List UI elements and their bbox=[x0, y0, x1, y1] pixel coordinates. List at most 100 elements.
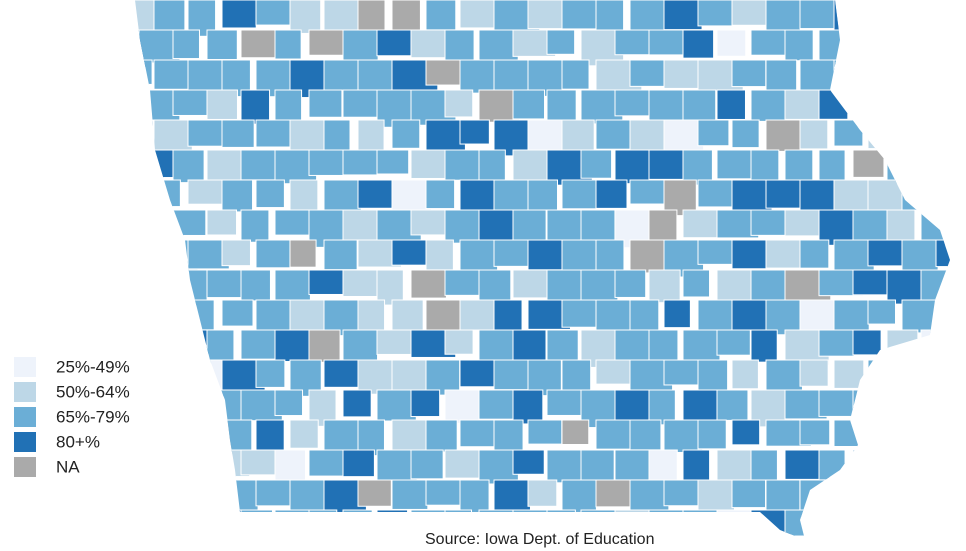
district bbox=[241, 270, 270, 301]
district bbox=[649, 150, 683, 179]
district bbox=[445, 210, 484, 243]
district bbox=[717, 390, 748, 420]
district bbox=[105, 150, 144, 179]
district bbox=[936, 420, 966, 444]
district bbox=[615, 390, 651, 424]
district bbox=[377, 150, 409, 174]
district bbox=[921, 450, 954, 481]
district bbox=[902, 0, 933, 34]
district bbox=[241, 510, 272, 539]
district bbox=[649, 30, 685, 55]
district bbox=[800, 480, 846, 517]
district bbox=[105, 210, 136, 236]
page: {"legend": {"items": [ {"label": "25%-49… bbox=[0, 0, 966, 551]
district bbox=[528, 180, 558, 213]
district bbox=[528, 240, 564, 270]
district bbox=[222, 240, 250, 266]
district bbox=[392, 180, 431, 214]
district bbox=[426, 180, 455, 209]
district bbox=[290, 240, 316, 267]
legend-swatch bbox=[14, 432, 36, 452]
district bbox=[207, 510, 247, 545]
district bbox=[800, 420, 830, 445]
district bbox=[766, 120, 803, 151]
district bbox=[222, 300, 253, 326]
district bbox=[479, 390, 515, 419]
district bbox=[853, 390, 879, 425]
district bbox=[139, 270, 167, 305]
district bbox=[887, 30, 927, 63]
legend-swatch bbox=[14, 382, 36, 402]
district bbox=[392, 300, 423, 334]
district bbox=[630, 300, 659, 335]
district bbox=[819, 30, 845, 65]
district bbox=[120, 480, 154, 514]
district bbox=[683, 510, 719, 545]
district bbox=[460, 120, 489, 144]
district bbox=[445, 90, 473, 117]
source-note: Source: Iowa Dept. of Education bbox=[425, 531, 654, 548]
district bbox=[188, 420, 233, 454]
district bbox=[887, 210, 915, 244]
district bbox=[853, 450, 892, 481]
legend-swatch bbox=[14, 457, 36, 477]
district bbox=[358, 120, 384, 153]
district bbox=[460, 240, 498, 273]
district bbox=[732, 60, 766, 87]
district bbox=[664, 360, 702, 385]
district bbox=[562, 60, 589, 89]
district bbox=[751, 150, 779, 180]
district bbox=[596, 240, 624, 274]
district bbox=[902, 420, 948, 454]
district bbox=[256, 360, 285, 387]
district bbox=[683, 90, 716, 122]
district bbox=[766, 240, 803, 268]
district bbox=[377, 510, 408, 536]
district bbox=[800, 240, 829, 268]
district bbox=[921, 30, 954, 55]
district bbox=[154, 0, 185, 30]
district bbox=[173, 150, 204, 183]
district bbox=[241, 90, 270, 124]
district bbox=[955, 210, 966, 237]
district bbox=[887, 330, 918, 367]
district bbox=[426, 60, 461, 85]
district bbox=[955, 30, 966, 55]
district bbox=[426, 240, 453, 270]
district bbox=[955, 150, 966, 174]
district bbox=[834, 120, 863, 146]
district bbox=[275, 90, 302, 122]
district bbox=[324, 240, 357, 270]
district bbox=[120, 60, 152, 84]
district bbox=[343, 390, 371, 417]
district bbox=[324, 180, 361, 214]
district bbox=[290, 420, 318, 448]
district bbox=[853, 330, 881, 355]
legend-label: 65%-79% bbox=[56, 407, 130, 426]
district bbox=[732, 420, 760, 445]
district bbox=[581, 270, 618, 303]
district bbox=[460, 480, 489, 513]
district bbox=[785, 30, 813, 61]
district bbox=[887, 390, 914, 423]
district bbox=[154, 360, 182, 391]
legend-label: 80+% bbox=[56, 432, 100, 451]
district bbox=[426, 420, 457, 452]
district bbox=[630, 420, 661, 450]
district bbox=[479, 450, 518, 484]
district bbox=[868, 300, 895, 324]
district bbox=[698, 0, 737, 26]
district bbox=[343, 210, 379, 243]
district bbox=[358, 480, 391, 506]
district bbox=[649, 510, 689, 546]
legend-label: 25%-49% bbox=[56, 357, 130, 376]
district bbox=[562, 120, 594, 153]
district bbox=[834, 420, 863, 446]
district bbox=[698, 480, 734, 512]
district bbox=[766, 0, 800, 34]
district bbox=[732, 240, 770, 269]
district bbox=[528, 480, 557, 506]
district bbox=[290, 180, 318, 211]
district bbox=[547, 390, 583, 415]
district bbox=[800, 60, 844, 92]
